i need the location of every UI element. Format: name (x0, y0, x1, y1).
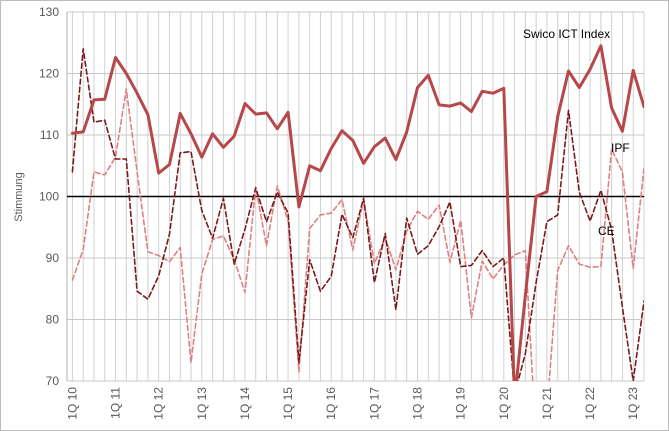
x-tick-label: 1Q 13 (195, 387, 209, 420)
label-ce: CE (598, 224, 615, 238)
y-tick-label: 90 (46, 251, 60, 265)
x-tick-label: 1Q 16 (324, 387, 338, 420)
label-ipf: IPF (611, 141, 630, 155)
series-line-ipf (71, 88, 644, 381)
x-tick-label: 1Q 18 (411, 387, 425, 420)
y-tick-label: 110 (40, 128, 59, 142)
y-tick-label: 100 (39, 190, 59, 204)
x-tick-label: 1Q 23 (626, 387, 640, 420)
y-tick-label: 120 (39, 67, 59, 81)
x-tick-label: 1Q 14 (238, 387, 252, 420)
y-axis-tick-labels: 70 80 90 100 110 120 130 (39, 5, 59, 388)
x-tick-label: 1Q 19 (454, 387, 468, 420)
series-lines (70, 44, 644, 381)
x-axis-tick-labels: 1Q 10 1Q 11 1Q 12 1Q 13 1Q 14 1Q 15 1Q 16 1Q 17… (65, 387, 640, 420)
label-swico-ict-index: Swico ICT Index (523, 27, 610, 41)
y-tick-label: 80 (46, 313, 60, 327)
x-tick-label: 1Q 20 (497, 387, 511, 420)
y-tick-label: 130 (39, 5, 59, 19)
x-tick-label: 1Q 15 (281, 387, 295, 420)
series-line-swico-ict-index (70, 44, 644, 381)
x-tick-label: 1Q 11 (109, 387, 123, 419)
x-tick-label: 1Q 21 (540, 387, 554, 420)
x-tick-label: 1Q 17 (367, 387, 381, 420)
x-tick-label: 1Q 12 (152, 387, 166, 420)
x-tick-label: 1Q 22 (583, 387, 597, 420)
y-axis-title: Stimmung (13, 172, 25, 222)
series-line-ce (71, 48, 644, 381)
x-tick-label: 1Q 10 (65, 387, 79, 420)
y-tick-label: 70 (46, 374, 60, 388)
